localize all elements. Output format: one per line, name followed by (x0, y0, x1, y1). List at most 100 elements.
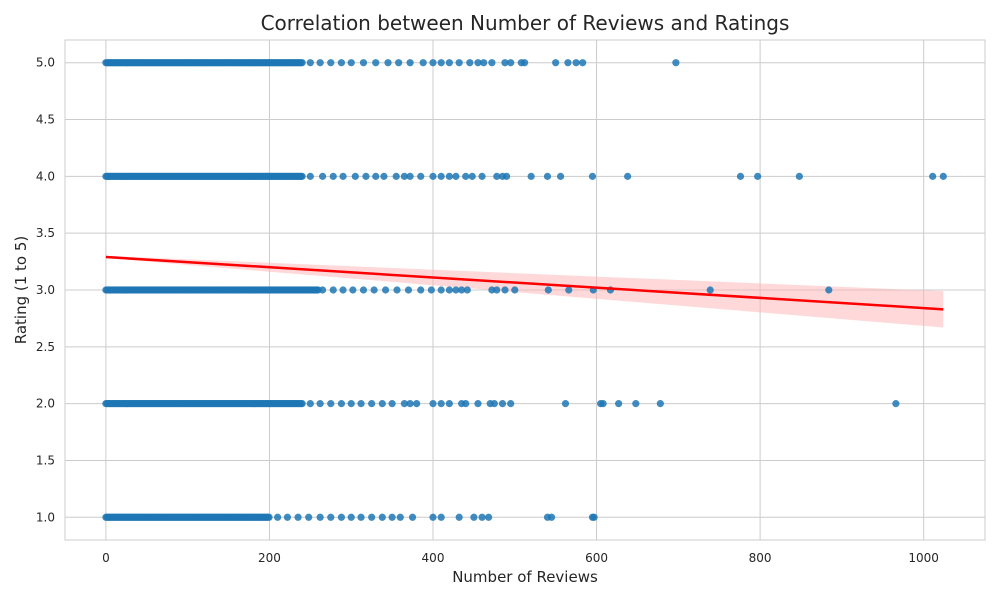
data-point (503, 172, 511, 180)
data-point (381, 286, 390, 294)
data-point (372, 172, 380, 180)
regression-layer (105, 255, 944, 311)
data-point (458, 286, 466, 294)
data-point (437, 59, 445, 67)
data-point (388, 400, 396, 408)
data-point (552, 59, 560, 67)
data-point (306, 59, 314, 67)
data-point (437, 286, 445, 294)
data-point (493, 286, 501, 294)
data-point (463, 286, 471, 294)
data-point (445, 172, 453, 180)
data-point (490, 400, 498, 408)
data-point (437, 400, 445, 408)
data-point (359, 286, 368, 294)
x-tick-label: 800 (749, 551, 772, 565)
data-point (547, 513, 556, 521)
data-point (556, 172, 565, 180)
data-point (319, 172, 327, 180)
data-point (466, 59, 474, 67)
data-point (599, 400, 607, 408)
data-point (392, 172, 400, 180)
data-points (102, 59, 947, 521)
x-tick-label: 600 (585, 551, 608, 565)
data-point (452, 172, 460, 180)
plot-frame (64, 39, 986, 541)
data-point (445, 286, 453, 294)
data-point (624, 172, 632, 180)
data-point (561, 400, 570, 408)
data-point (395, 59, 403, 67)
data-point (319, 286, 327, 294)
data-point (298, 172, 306, 180)
x-axis-title: Number of Reviews (452, 568, 598, 586)
data-point (417, 172, 425, 180)
data-point (408, 513, 417, 521)
data-point (265, 513, 273, 521)
confidence-band-layer (105, 255, 944, 328)
data-point (939, 172, 947, 180)
data-point (672, 59, 680, 67)
x-tick-label: 0 (102, 551, 110, 565)
data-point (406, 400, 414, 408)
data-point (339, 172, 347, 180)
data-point (462, 172, 470, 180)
data-point (493, 172, 501, 180)
data-point (400, 400, 408, 408)
data-point (455, 59, 463, 67)
y-tick-label: 3.5 (36, 226, 55, 240)
data-point (706, 286, 714, 294)
data-point (372, 59, 380, 67)
data-point (452, 286, 460, 294)
data-point (437, 172, 445, 180)
x-tick-label: 200 (258, 551, 281, 565)
data-point (615, 400, 623, 408)
data-point (590, 513, 598, 521)
confidence-band (105, 255, 944, 328)
data-point (754, 172, 762, 180)
data-point (485, 513, 493, 521)
data-point (474, 400, 482, 408)
data-point (316, 513, 324, 521)
data-point (283, 513, 292, 521)
y-tick-label: 5.0 (36, 56, 55, 70)
data-point (507, 400, 515, 408)
data-point (339, 286, 347, 294)
data-point (357, 513, 365, 521)
data-point (527, 172, 535, 180)
y-tick-label: 3.0 (36, 283, 55, 297)
data-point (511, 286, 519, 294)
data-point (359, 59, 368, 67)
data-point (478, 513, 486, 521)
y-tick-labels: 1.0 1.5 2.0 2.5 3.0 3.5 4.0 4.5 5.0 (36, 56, 55, 525)
data-point (565, 286, 573, 294)
data-point (388, 513, 396, 521)
data-point (349, 286, 357, 294)
data-point (417, 286, 425, 294)
data-point (474, 59, 482, 67)
y-axis-title: Rating (1 to 5) (12, 236, 30, 345)
data-point (306, 400, 314, 408)
data-point (632, 400, 640, 408)
data-point (347, 513, 355, 521)
data-point (329, 286, 337, 294)
data-point (429, 400, 437, 408)
data-point (337, 513, 346, 521)
data-point (351, 172, 359, 180)
data-point (393, 286, 401, 294)
data-point (543, 172, 552, 180)
data-point (507, 59, 515, 67)
data-point (480, 59, 488, 67)
data-point (579, 59, 587, 67)
data-point (429, 172, 437, 180)
chart-title: Correlation between Number of Reviews an… (261, 11, 790, 35)
data-point (368, 513, 376, 521)
data-point (437, 513, 445, 521)
data-point (892, 400, 900, 408)
data-point (795, 172, 803, 180)
data-point (544, 286, 552, 294)
data-point (337, 400, 346, 408)
data-point (427, 286, 435, 294)
data-point (736, 172, 745, 180)
